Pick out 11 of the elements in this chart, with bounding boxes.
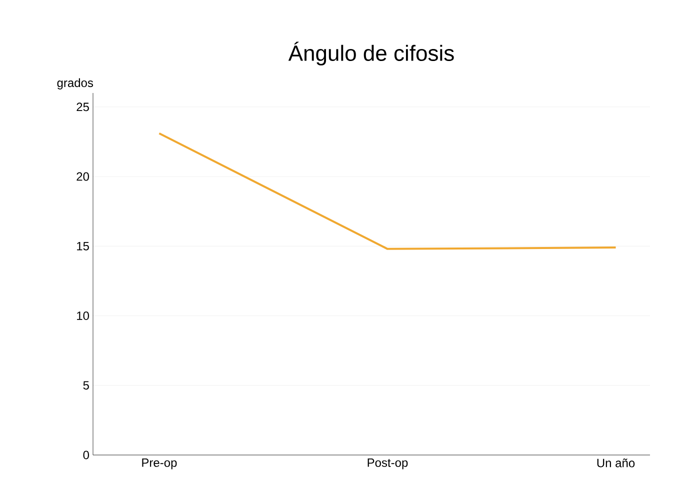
y-tick-label: 0 [83, 450, 90, 460]
y-tick-label: 5 [83, 381, 89, 390]
y-axis-title: grados [57, 78, 94, 90]
y-tick-label: 10 [77, 312, 90, 320]
y-tick-label: 25 [76, 102, 89, 112]
x-tick-label: Pre-op [142, 458, 177, 470]
x-tick-label: Un año [597, 458, 635, 468]
y-tick-label: 20 [76, 172, 90, 181]
y-tick-label: 15 [77, 242, 89, 250]
x-tick-label: Post-op [368, 458, 408, 470]
chart-title: Ángulo de cifosis [288, 42, 454, 66]
